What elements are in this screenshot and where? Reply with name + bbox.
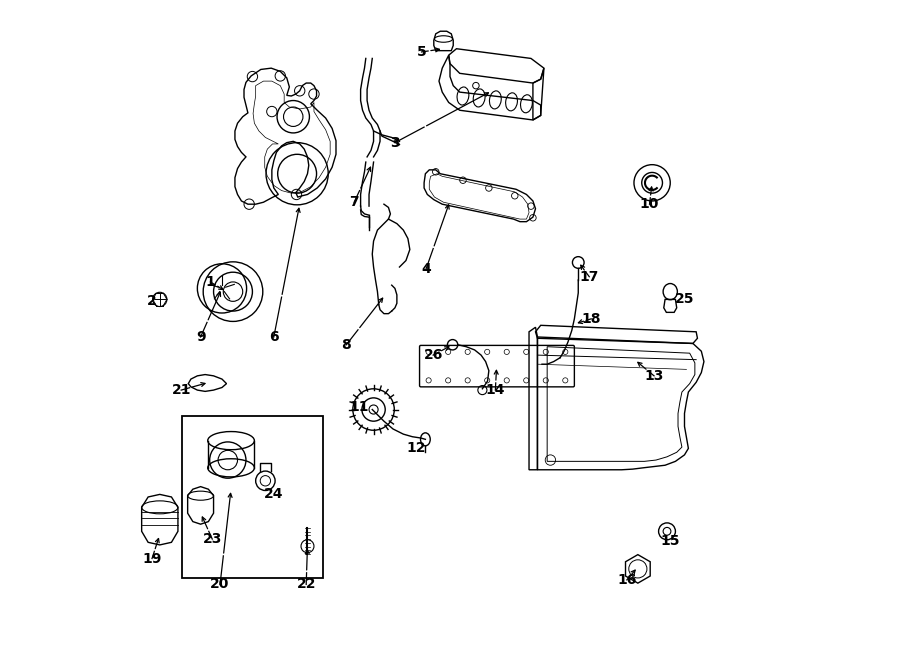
Text: 12: 12 <box>407 442 426 455</box>
Text: 9: 9 <box>196 330 205 344</box>
Text: 16: 16 <box>617 573 636 587</box>
Text: 14: 14 <box>486 383 505 397</box>
Text: 1: 1 <box>205 275 215 289</box>
Text: 6: 6 <box>269 330 279 344</box>
Text: 23: 23 <box>202 532 222 546</box>
Text: 19: 19 <box>142 551 162 566</box>
Text: 17: 17 <box>580 270 599 284</box>
Text: 10: 10 <box>640 197 659 211</box>
Text: 25: 25 <box>675 292 694 307</box>
Text: 15: 15 <box>661 534 680 548</box>
Text: 18: 18 <box>581 312 601 326</box>
Text: 3: 3 <box>390 136 400 149</box>
Text: 11: 11 <box>349 400 369 414</box>
Text: 4: 4 <box>421 262 431 276</box>
Text: 24: 24 <box>264 486 284 501</box>
Text: 8: 8 <box>341 338 351 352</box>
Text: 20: 20 <box>211 578 230 592</box>
Text: 7: 7 <box>349 195 359 210</box>
Text: 22: 22 <box>296 578 316 592</box>
Bar <box>182 416 323 578</box>
Text: 21: 21 <box>171 383 191 397</box>
Text: 13: 13 <box>644 369 663 383</box>
Text: 26: 26 <box>424 348 443 362</box>
Text: 2: 2 <box>147 294 157 308</box>
Text: 5: 5 <box>417 45 427 59</box>
